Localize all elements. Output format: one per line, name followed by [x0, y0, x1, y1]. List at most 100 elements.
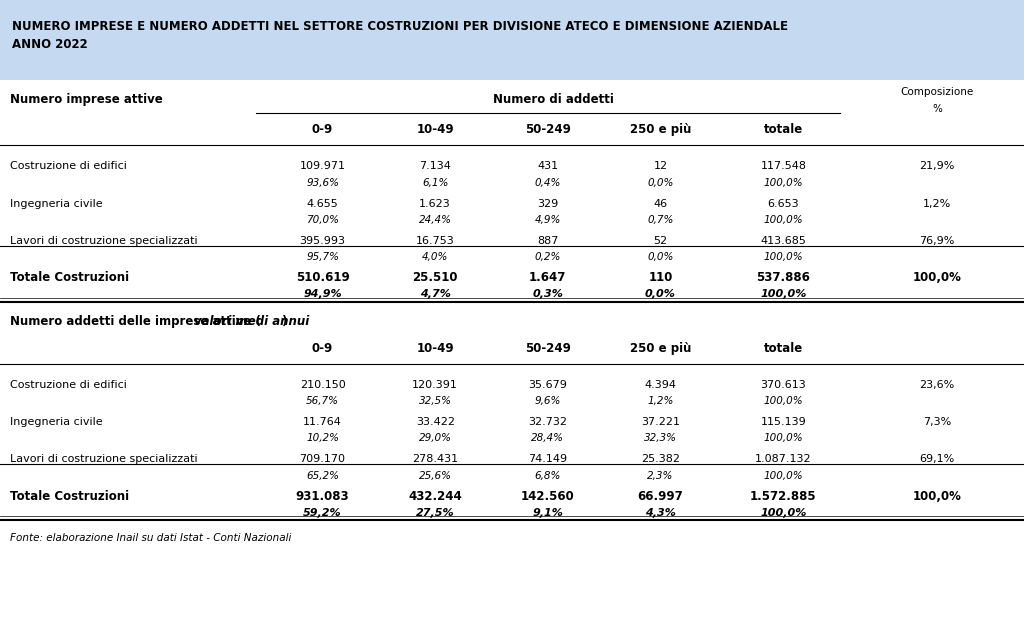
Text: 2,3%: 2,3% — [647, 470, 674, 481]
Text: 250 e più: 250 e più — [630, 342, 691, 355]
Text: 32,3%: 32,3% — [644, 433, 677, 444]
Text: 46: 46 — [653, 198, 668, 209]
Text: 93,6%: 93,6% — [306, 178, 339, 188]
FancyBboxPatch shape — [0, 0, 1024, 80]
Text: ): ) — [279, 315, 288, 328]
Text: 110: 110 — [648, 271, 673, 284]
Text: 94,9%: 94,9% — [303, 289, 342, 300]
Text: 100,0%: 100,0% — [912, 490, 962, 502]
Text: 100,0%: 100,0% — [764, 178, 803, 188]
Text: 59,2%: 59,2% — [303, 508, 342, 518]
Text: totale: totale — [764, 342, 803, 355]
Text: 50-249: 50-249 — [525, 342, 570, 355]
Text: 25.510: 25.510 — [413, 271, 458, 284]
Text: Costruzione di edifici: Costruzione di edifici — [10, 161, 127, 172]
Text: 931.083: 931.083 — [296, 490, 349, 502]
Text: Lavori di costruzione specializzati: Lavori di costruzione specializzati — [10, 236, 198, 246]
Text: 100,0%: 100,0% — [764, 433, 803, 444]
Text: 100,0%: 100,0% — [760, 289, 807, 300]
Text: Lavori di costruzione specializzati: Lavori di costruzione specializzati — [10, 454, 198, 464]
Text: 7.134: 7.134 — [419, 161, 452, 172]
Text: 23,6%: 23,6% — [920, 380, 954, 390]
Text: Ingegneria civile: Ingegneria civile — [10, 198, 102, 209]
Text: 6.653: 6.653 — [768, 198, 799, 209]
Text: Numero imprese attive: Numero imprese attive — [10, 93, 163, 106]
Text: 4,0%: 4,0% — [422, 252, 449, 262]
Text: 50-249: 50-249 — [525, 124, 570, 136]
Text: 16.753: 16.753 — [416, 236, 455, 246]
Text: 32,5%: 32,5% — [419, 396, 452, 406]
Text: Totale Costruzioni: Totale Costruzioni — [10, 271, 129, 284]
Text: 24,4%: 24,4% — [419, 215, 452, 225]
Text: 25.382: 25.382 — [641, 454, 680, 464]
Text: 329: 329 — [538, 198, 558, 209]
Text: 76,9%: 76,9% — [920, 236, 954, 246]
Text: 120.391: 120.391 — [413, 380, 458, 390]
Text: 66.997: 66.997 — [638, 490, 683, 502]
Text: 1,2%: 1,2% — [923, 198, 951, 209]
Text: Fonte: elaborazione Inail su dati Istat - Conti Nazionali: Fonte: elaborazione Inail su dati Istat … — [10, 533, 292, 543]
Text: 74.149: 74.149 — [528, 454, 567, 464]
Text: valori medi annui: valori medi annui — [194, 315, 309, 328]
Text: 0,7%: 0,7% — [647, 215, 674, 225]
Text: 70,0%: 70,0% — [306, 215, 339, 225]
Text: 7,3%: 7,3% — [923, 417, 951, 427]
Text: Numero addetti delle imprese attive (: Numero addetti delle imprese attive ( — [10, 315, 261, 328]
Text: 0-9: 0-9 — [312, 124, 333, 136]
Text: 278.431: 278.431 — [412, 454, 459, 464]
Text: 4.394: 4.394 — [644, 380, 677, 390]
Text: 432.244: 432.244 — [409, 490, 462, 502]
Text: 6,8%: 6,8% — [535, 470, 561, 481]
Text: 0,4%: 0,4% — [535, 178, 561, 188]
Text: Costruzione di edifici: Costruzione di edifici — [10, 380, 127, 390]
Text: 210.150: 210.150 — [300, 380, 345, 390]
Text: 29,0%: 29,0% — [419, 433, 452, 444]
Text: 28,4%: 28,4% — [531, 433, 564, 444]
Text: Numero di addetti: Numero di addetti — [493, 93, 613, 106]
Text: Totale Costruzioni: Totale Costruzioni — [10, 490, 129, 502]
Text: 0-9: 0-9 — [312, 342, 333, 355]
Text: 4,9%: 4,9% — [535, 215, 561, 225]
Text: 510.619: 510.619 — [296, 271, 349, 284]
Text: 1.647: 1.647 — [529, 271, 566, 284]
Text: 6,1%: 6,1% — [422, 178, 449, 188]
Text: 33.422: 33.422 — [416, 417, 455, 427]
Text: 250 e più: 250 e più — [630, 124, 691, 136]
Text: 100,0%: 100,0% — [912, 271, 962, 284]
Text: 35.679: 35.679 — [528, 380, 567, 390]
Text: 537.886: 537.886 — [757, 271, 810, 284]
Text: 4,3%: 4,3% — [645, 508, 676, 518]
Text: totale: totale — [764, 124, 803, 136]
Text: 21,9%: 21,9% — [920, 161, 954, 172]
Text: 0,0%: 0,0% — [645, 289, 676, 300]
Text: 431: 431 — [538, 161, 558, 172]
Text: NUMERO IMPRESE E NUMERO ADDETTI NEL SETTORE COSTRUZIONI PER DIVISIONE ATECO E DI: NUMERO IMPRESE E NUMERO ADDETTI NEL SETT… — [12, 20, 788, 51]
Text: 1.087.132: 1.087.132 — [755, 454, 812, 464]
Text: 52: 52 — [653, 236, 668, 246]
Text: 4,7%: 4,7% — [420, 289, 451, 300]
Text: 115.139: 115.139 — [761, 417, 806, 427]
Text: 100,0%: 100,0% — [764, 396, 803, 406]
Text: Ingegneria civile: Ingegneria civile — [10, 417, 102, 427]
Text: 887: 887 — [538, 236, 558, 246]
Text: 4.655: 4.655 — [306, 198, 339, 209]
Text: 1.572.885: 1.572.885 — [750, 490, 817, 502]
Text: 95,7%: 95,7% — [306, 252, 339, 262]
Text: 100,0%: 100,0% — [760, 508, 807, 518]
Text: 0,2%: 0,2% — [535, 252, 561, 262]
Text: 142.560: 142.560 — [521, 490, 574, 502]
Text: 56,7%: 56,7% — [306, 396, 339, 406]
Text: 27,5%: 27,5% — [416, 508, 455, 518]
Text: 1,2%: 1,2% — [647, 396, 674, 406]
Text: 370.613: 370.613 — [761, 380, 806, 390]
Text: 25,6%: 25,6% — [419, 470, 452, 481]
Text: 0,0%: 0,0% — [647, 178, 674, 188]
Text: 9,6%: 9,6% — [535, 396, 561, 406]
Text: 10-49: 10-49 — [417, 124, 454, 136]
Text: 32.732: 32.732 — [528, 417, 567, 427]
Text: Composizione: Composizione — [900, 86, 974, 97]
Text: 9,1%: 9,1% — [532, 508, 563, 518]
Text: 10-49: 10-49 — [417, 342, 454, 355]
Text: 0,0%: 0,0% — [647, 252, 674, 262]
Text: 100,0%: 100,0% — [764, 470, 803, 481]
